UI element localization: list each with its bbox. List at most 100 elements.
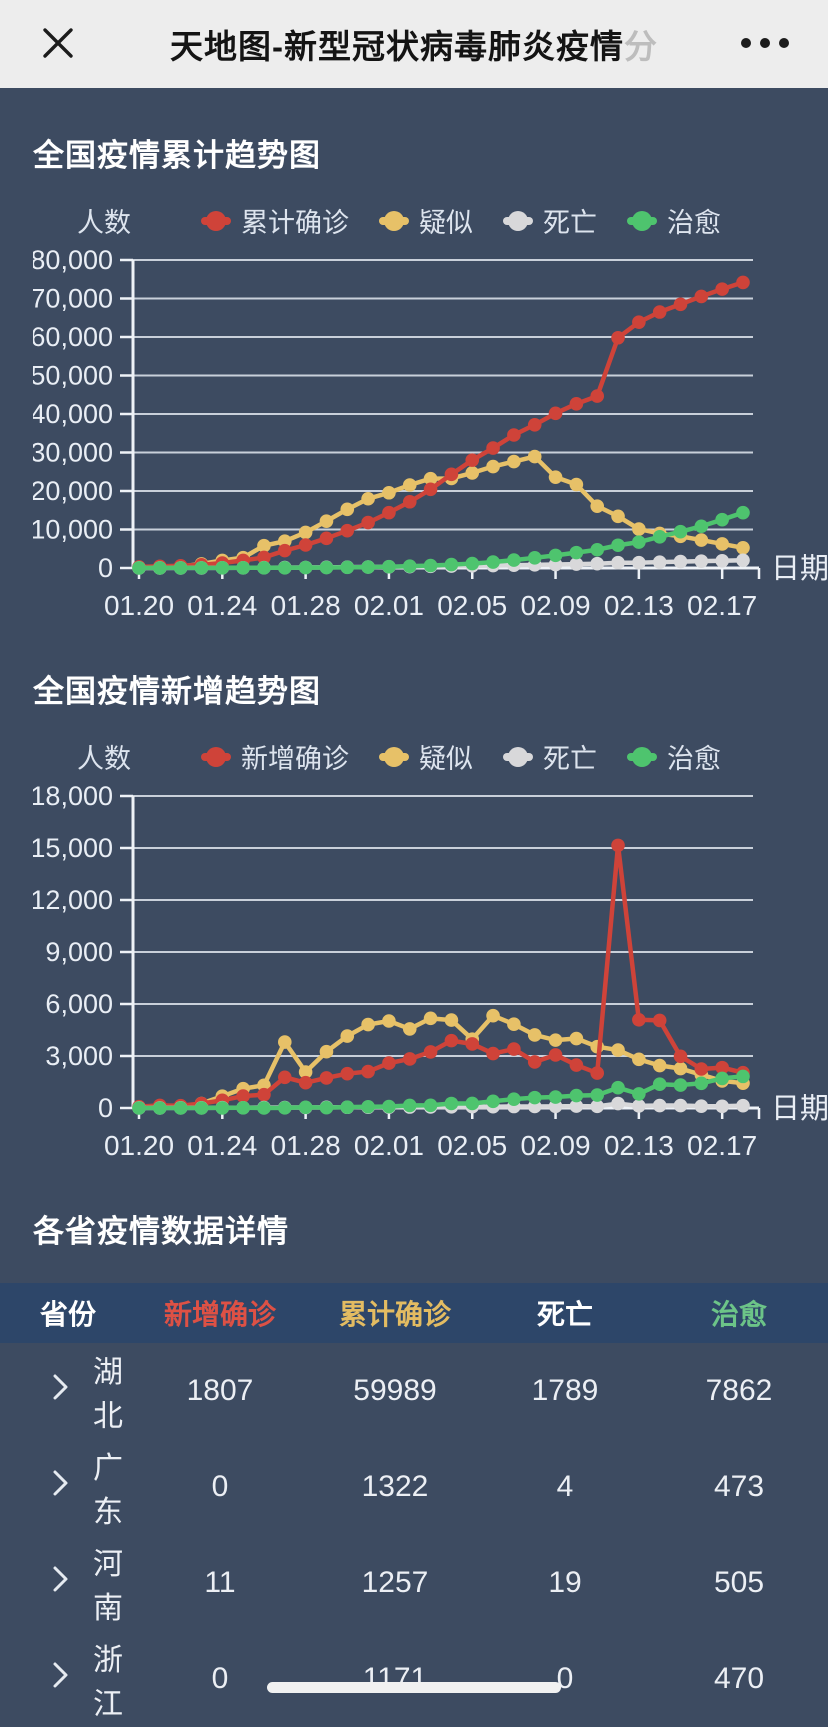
daily-increase-trend-section: 全国疫情新增趋势图 人数 新增确诊 疑似 死亡 治愈 0 3,000 6,000 9,000… (0, 632, 828, 1172)
svg-text:18,000: 18,000 (33, 781, 113, 811)
legend-items: 新增确诊 疑似 死亡 治愈 (201, 737, 721, 776)
more-menu-button[interactable] (738, 22, 792, 66)
legend-dot-icon (503, 210, 533, 231)
y-axis-name: 人数 (77, 744, 131, 774)
legend-dot-icon (503, 746, 533, 767)
new-confirmed-cell: 11 (204, 1566, 236, 1599)
daily-chart-title: 全国疫情新增趋势图 (33, 674, 321, 709)
legend-label: 疑似 (419, 208, 473, 238)
svg-text:02.09: 02.09 (521, 590, 591, 621)
chevron-right-icon (52, 1469, 69, 1505)
column-header-3: 死亡 (536, 1299, 593, 1330)
cured-cell: 473 (713, 1470, 765, 1503)
legend-dot-icon (201, 746, 231, 767)
legend-label: 死亡 (543, 208, 597, 238)
scroll-indicator[interactable] (267, 1682, 561, 1693)
svg-text:50,000: 50,000 (33, 361, 113, 391)
svg-text:80,000: 80,000 (33, 245, 113, 275)
svg-text:15,000: 15,000 (33, 833, 113, 863)
svg-text:01.20: 01.20 (104, 590, 174, 621)
cumulative-trend-chart[interactable]: 0 10,000 20,000 30,000 40,000 50,000 60,000 70,… (33, 244, 828, 632)
svg-text:01.20: 01.20 (104, 1130, 174, 1161)
legend-item-1[interactable]: 疑似 (379, 201, 473, 240)
svg-text:20,000: 20,000 (33, 476, 113, 506)
chevron-right-icon (52, 1565, 69, 1601)
svg-text:02.17: 02.17 (687, 590, 757, 621)
legend-dot-icon (379, 746, 409, 767)
legend-item-2[interactable]: 死亡 (503, 737, 597, 776)
svg-text:02.01: 02.01 (354, 590, 424, 621)
province-name-cell: 广东 (0, 1443, 130, 1531)
province-name-cell: 河南 (0, 1539, 130, 1627)
svg-text:01.24: 01.24 (187, 590, 257, 621)
legend-label: 治愈 (667, 744, 721, 774)
province-row[interactable]: 浙江 0 1171 0 470 (0, 1631, 828, 1727)
province-table-title: 各省疫情数据详情 (33, 1214, 289, 1249)
close-icon (38, 23, 78, 66)
svg-text:6,000: 6,000 (45, 989, 113, 1019)
legend-dot-icon (201, 210, 231, 231)
new-confirmed-cell: 0 (211, 1662, 229, 1695)
total-confirmed-cell: 1322 (361, 1470, 429, 1503)
legend-label: 累计确诊 (241, 208, 349, 238)
legend-item-1[interactable]: 疑似 (379, 737, 473, 776)
legend-dot-icon (627, 210, 657, 231)
svg-text:02.09: 02.09 (521, 1130, 591, 1161)
svg-text:日期: 日期 (771, 553, 828, 585)
province-name: 河南 (93, 1548, 123, 1625)
cumulative-chart-title: 全国疫情累计趋势图 (33, 138, 321, 173)
svg-text:10,000: 10,000 (33, 515, 113, 545)
svg-text:02.13: 02.13 (604, 1130, 674, 1161)
legend-label: 治愈 (667, 208, 721, 238)
page-title-truncated-char: 分 (624, 28, 658, 65)
province-table-section: 各省疫情数据详情 省份 新增确诊 累计确诊 死亡 治愈 湖北 1807 59989 1789 7… (0, 1206, 828, 1727)
cumulative-trend-section: 全国疫情累计趋势图 人数 累计确诊 疑似 死亡 治愈 0 10,000 20,000 30,… (0, 88, 828, 632)
svg-text:0: 0 (98, 1093, 113, 1123)
legend-item-0[interactable]: 新增确诊 (201, 737, 349, 776)
column-header-2: 累计确诊 (338, 1299, 451, 1330)
chevron-right-icon (52, 1661, 69, 1697)
legend-items: 累计确诊 疑似 死亡 治愈 (201, 201, 721, 240)
more-menu-icon (737, 35, 793, 54)
province-name: 广东 (93, 1452, 123, 1529)
svg-text:日期: 日期 (771, 1093, 828, 1125)
legend-label: 死亡 (543, 744, 597, 774)
svg-text:3,000: 3,000 (45, 1041, 113, 1071)
svg-text:40,000: 40,000 (33, 399, 113, 429)
column-header-0: 省份 (40, 1299, 97, 1330)
deaths-cell: 19 (548, 1566, 582, 1599)
legend-dot-icon (627, 746, 657, 767)
legend-item-3[interactable]: 治愈 (627, 737, 721, 776)
legend-dot-icon (379, 210, 409, 231)
close-button[interactable] (34, 20, 82, 68)
legend-item-2[interactable]: 死亡 (503, 201, 597, 240)
svg-text:0: 0 (98, 553, 113, 583)
new-confirmed-cell: 0 (211, 1470, 229, 1503)
cured-cell: 505 (713, 1566, 765, 1599)
province-name: 湖北 (93, 1356, 123, 1433)
legend-item-3[interactable]: 治愈 (627, 201, 721, 240)
daily-increase-trend-chart[interactable]: 0 3,000 6,000 9,000 12,000 15,000 18,000 01.20 0… (33, 780, 828, 1172)
svg-text:01.24: 01.24 (187, 1130, 257, 1161)
svg-text:02.05: 02.05 (437, 1130, 507, 1161)
cured-cell: 470 (713, 1662, 765, 1695)
svg-text:02.01: 02.01 (354, 1130, 424, 1161)
cured-cell: 7862 (705, 1374, 773, 1407)
legend-item-0[interactable]: 累计确诊 (201, 201, 349, 240)
cumulative-chart-legend-row: 人数 累计确诊 疑似 死亡 治愈 (33, 201, 828, 240)
province-table-body: 湖北 1807 59989 1789 7862 广东 0 1322 4 473 河南 11 1257 19… (0, 1343, 828, 1727)
province-row[interactable]: 湖北 1807 59989 1789 7862 (0, 1343, 828, 1439)
province-row[interactable]: 河南 11 1257 19 505 (0, 1535, 828, 1631)
province-row[interactable]: 广东 0 1322 4 473 (0, 1439, 828, 1535)
new-confirmed-cell: 1807 (186, 1374, 254, 1407)
deaths-cell: 4 (556, 1470, 574, 1503)
province-name: 浙江 (93, 1644, 123, 1721)
page-title: 天地图-新型冠状病毒肺炎疫情分 (170, 28, 658, 65)
svg-text:02.17: 02.17 (687, 1130, 757, 1161)
daily-chart-legend-row: 人数 新增确诊 疑似 死亡 治愈 (33, 737, 828, 776)
svg-text:12,000: 12,000 (33, 885, 113, 915)
svg-text:9,000: 9,000 (45, 937, 113, 967)
navbar: 天地图-新型冠状病毒肺炎疫情分 (0, 0, 828, 88)
deaths-cell: 1789 (531, 1374, 599, 1407)
legend-label: 疑似 (419, 744, 473, 774)
